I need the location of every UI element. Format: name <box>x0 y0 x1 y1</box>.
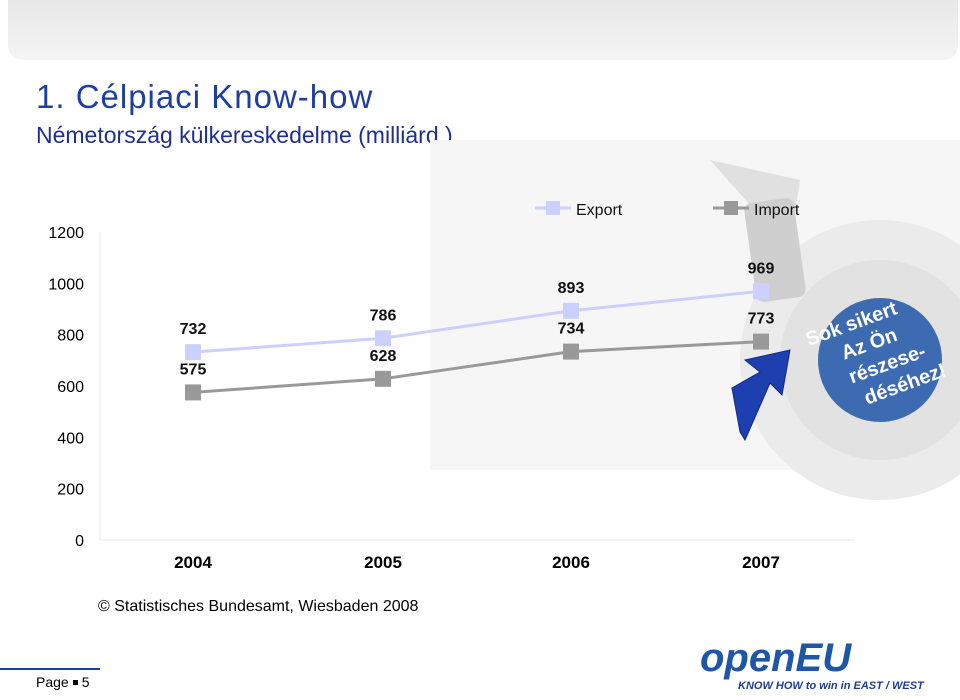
footer-rule <box>0 668 100 700</box>
y-tick-label: 800 <box>57 328 84 345</box>
legend-label: Import <box>754 202 800 219</box>
data-point <box>375 370 391 387</box>
page-title: 1. Célpiaci Know-how <box>36 78 374 115</box>
y-tick-label: 600 <box>57 379 84 396</box>
page-indicator: Page 5 <box>36 674 90 690</box>
x-tick-label: 2006 <box>552 553 590 572</box>
data-point <box>375 330 391 347</box>
series-line <box>192 340 762 394</box>
openeu-logo: openEU KNOW HOW to win in EAST / WEST <box>700 636 950 698</box>
legend-marker <box>546 201 560 215</box>
page-subtitle: Németország külkereskedelme (milliárd ) <box>36 122 453 148</box>
y-tick-label: 0 <box>75 533 84 550</box>
data-point <box>753 333 769 350</box>
legend: Export Import <box>535 201 800 219</box>
arrow-icon <box>731 349 791 442</box>
logo-wordmark: openEU <box>700 636 852 680</box>
x-tick-label: 2007 <box>742 553 780 572</box>
data-point <box>185 344 201 361</box>
trade-chart: Sok sikert Az Ön részese- déséhez! 02004… <box>48 140 960 572</box>
bullet-icon <box>72 679 78 685</box>
page-number: 5 <box>81 674 90 690</box>
data-label: 734 <box>558 321 585 338</box>
legend-label: Export <box>576 202 623 219</box>
data-label: 893 <box>558 280 585 297</box>
data-point <box>753 283 769 300</box>
page-label: Page <box>36 674 69 690</box>
x-tick-label: 2005 <box>364 553 402 572</box>
data-point <box>563 343 579 360</box>
y-tick-label: 200 <box>57 482 84 499</box>
logo-tagline: KNOW HOW to win in EAST / WEST <box>738 680 924 692</box>
data-label: 773 <box>748 311 775 328</box>
y-tick-label: 400 <box>57 430 84 447</box>
x-tick-label: 2004 <box>174 553 212 572</box>
target-icon <box>430 140 960 500</box>
data-label: 628 <box>370 348 397 365</box>
top-banner <box>0 0 960 70</box>
y-axis-ticks: 0 200 400 600 800 1000 1200 <box>48 225 84 550</box>
data-label: 732 <box>180 321 207 338</box>
data-label: 786 <box>370 307 397 324</box>
y-tick-label: 1000 <box>48 276 84 293</box>
y-tick-label: 1200 <box>48 225 84 242</box>
series-line <box>192 289 762 354</box>
data-label: 969 <box>748 260 775 277</box>
data-point <box>185 384 201 401</box>
legend-marker <box>724 201 738 215</box>
source-note: © Statistisches Bundesamt, Wiesbaden 200… <box>98 598 419 615</box>
data-label: 575 <box>180 361 207 378</box>
series-group: 732 786 893 969 575 628 734 773 <box>180 260 775 401</box>
x-axis-ticks: 2004 2005 2006 2007 <box>174 553 780 572</box>
data-point <box>563 302 579 319</box>
